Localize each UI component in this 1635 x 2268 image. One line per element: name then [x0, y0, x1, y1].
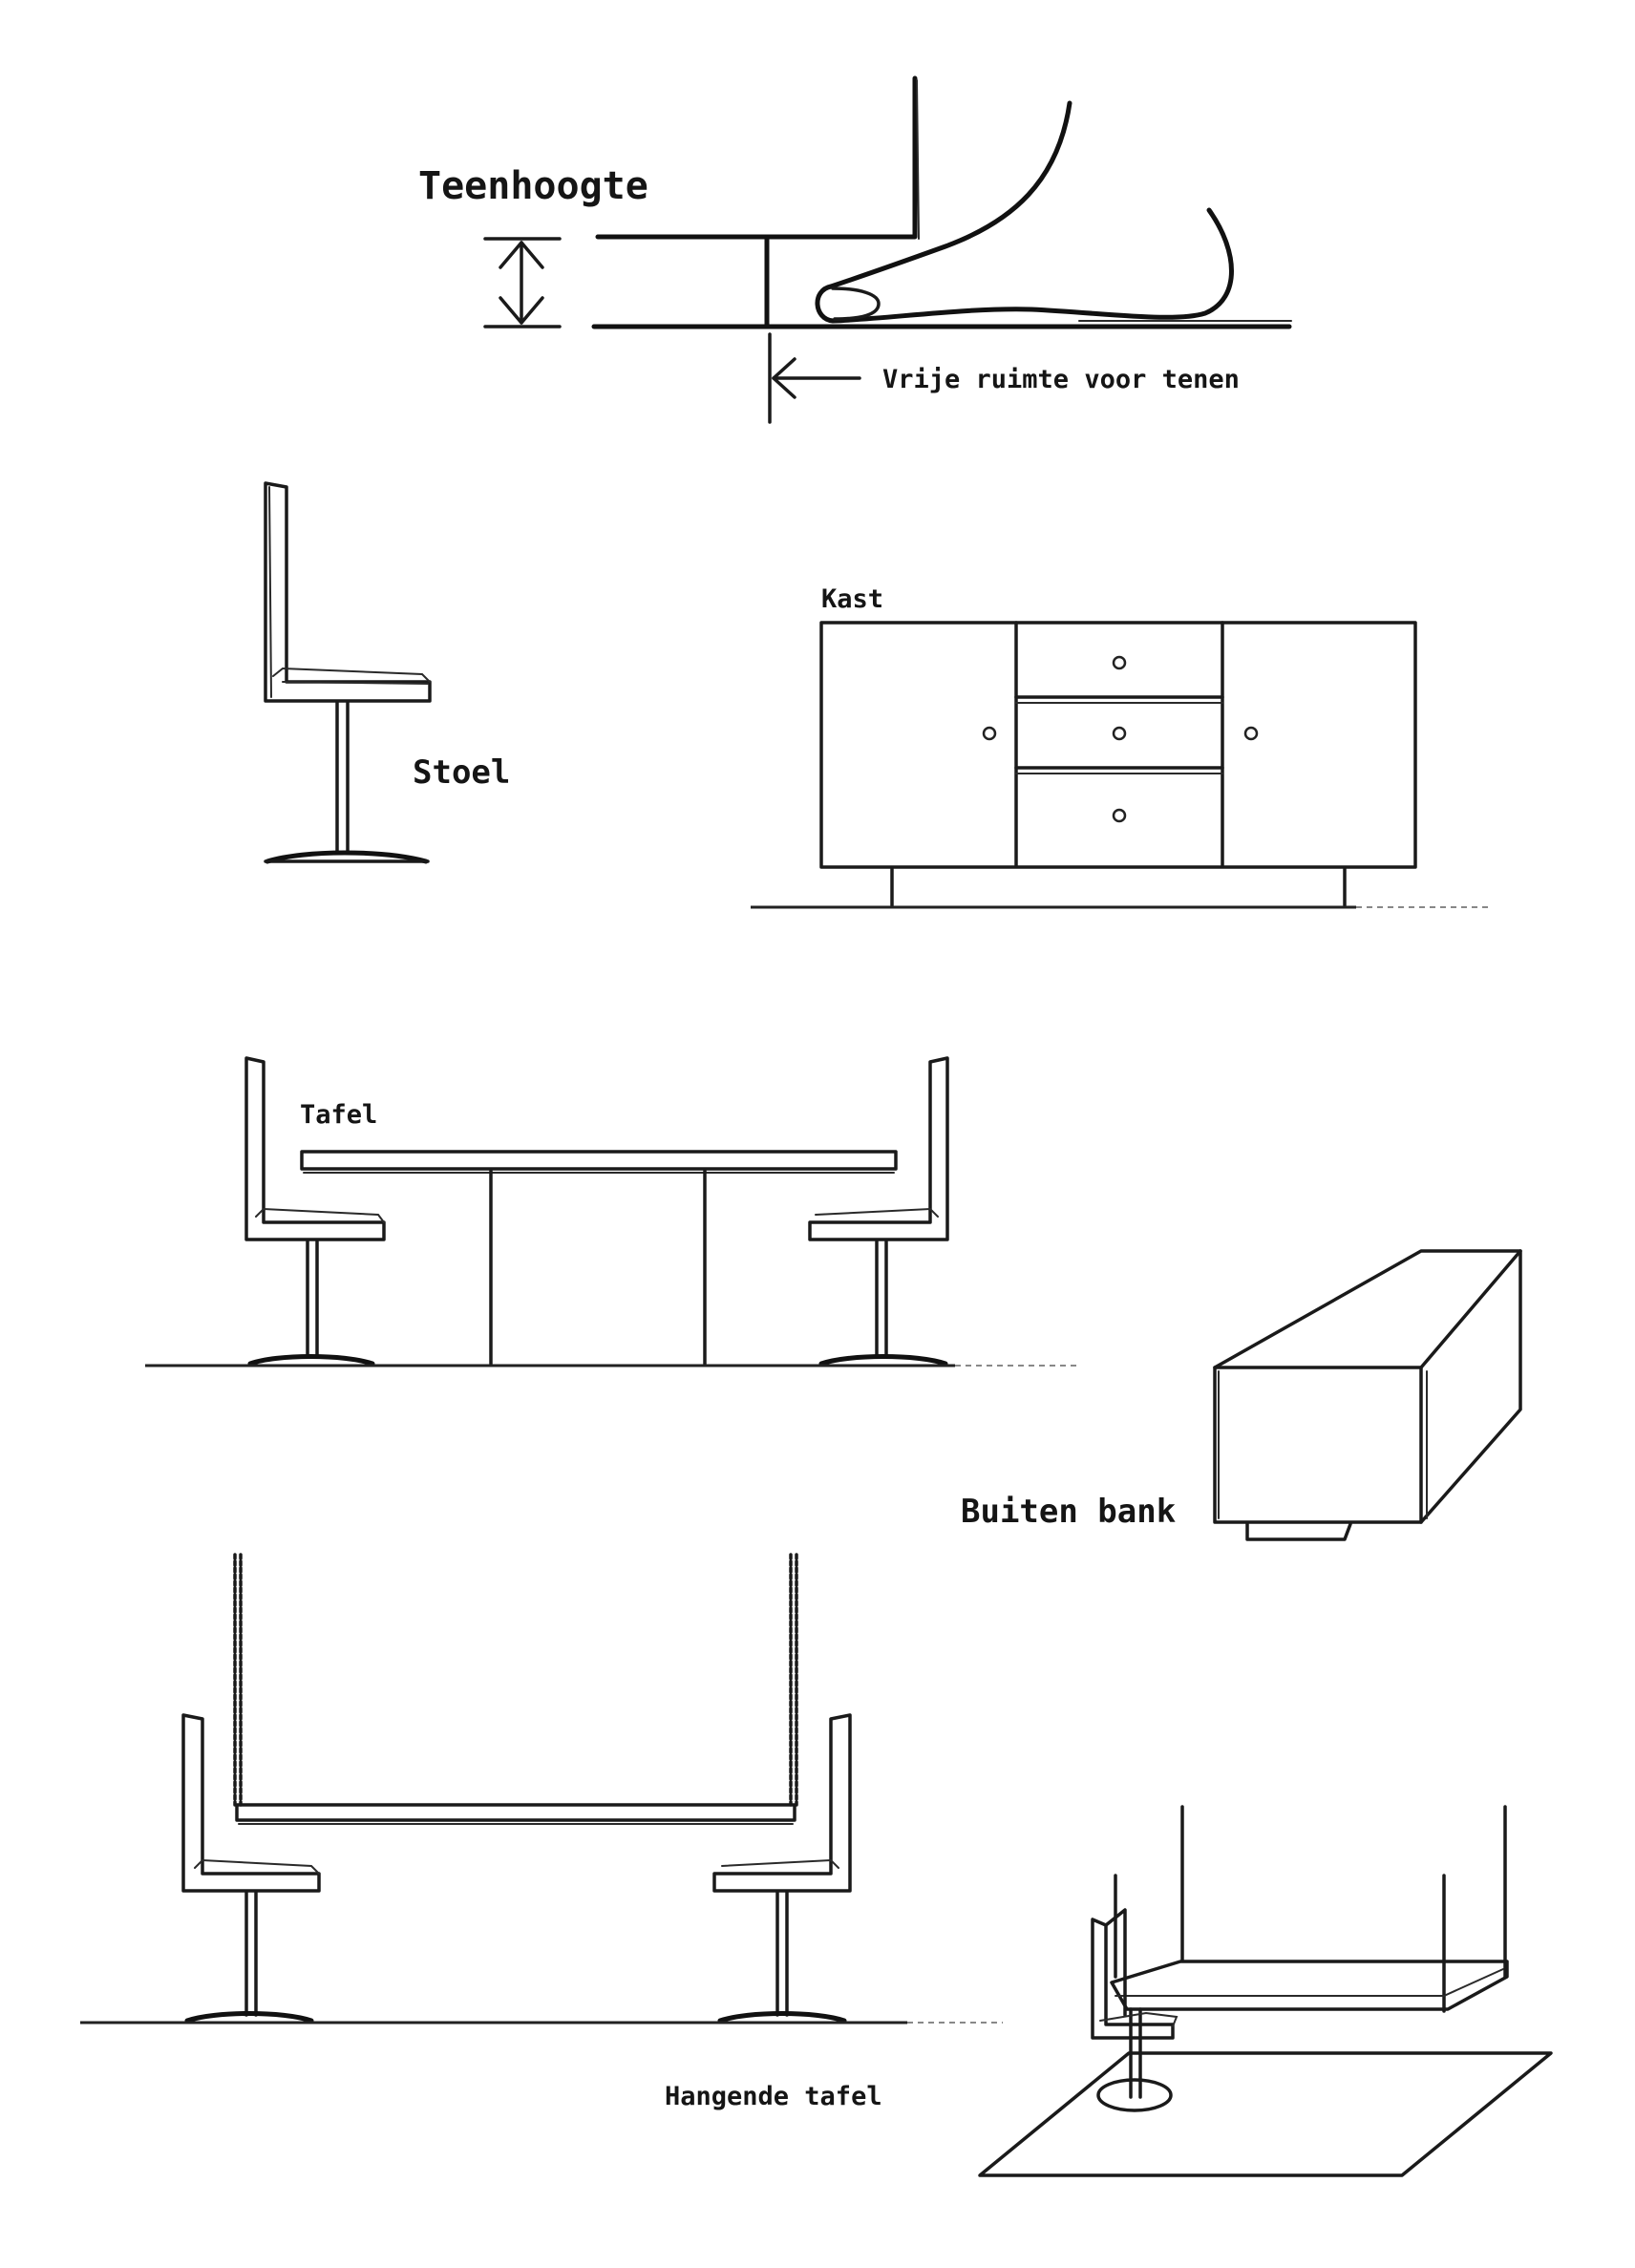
chair-drawing: Stoel	[264, 481, 510, 864]
toe-space-arrow	[768, 332, 861, 424]
toe-height-dimension-arrow	[483, 237, 562, 329]
door-knob-right	[1243, 726, 1259, 741]
table-label: Tafel	[300, 1100, 377, 1130]
chain-right	[789, 1553, 798, 1807]
chair-label: Stoel	[413, 753, 510, 792]
foot-outline	[815, 100, 1234, 324]
door-knob-left	[982, 726, 997, 741]
drawer-knob-bottom	[1112, 808, 1127, 823]
hanging-table-perspective-drawing: Hangende tafel	[665, 1805, 1553, 2177]
cabinet-drawing: Kast	[751, 584, 1490, 909]
toe-height-label: Teenhoogte	[418, 164, 648, 208]
table-with-chairs-drawing: Tafel	[145, 1056, 1079, 1367]
cabinet-corner-outline	[595, 75, 918, 240]
toe-space-label: Vrije ruimte voor tenen	[882, 365, 1240, 394]
chain-left	[233, 1553, 243, 1807]
drawer-knob-middle	[1112, 726, 1127, 741]
outdoor-bench-label: Buiten bank	[961, 1493, 1176, 1531]
cabinet-label: Kast	[821, 584, 883, 614]
toe-height-detail: Teenhoogte Vrije ruimte voor tenen	[418, 75, 1292, 424]
outdoor-bench-drawing: Buiten bank	[961, 1249, 1522, 1541]
hanging-table-side-drawing	[80, 1553, 1003, 2024]
drawer-knob-top	[1112, 655, 1127, 670]
hanging-table-label: Hangende tafel	[665, 2082, 882, 2111]
